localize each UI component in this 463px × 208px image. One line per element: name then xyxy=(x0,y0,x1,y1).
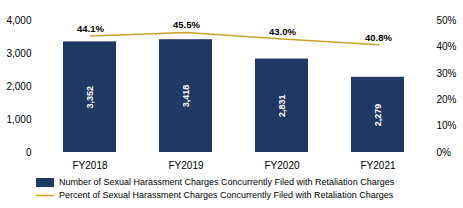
svg-text:2,000: 2,000 xyxy=(6,81,31,92)
html-text:Percent of Sexual Harassment C: Percent of Sexual Harassment Charges Con… xyxy=(59,190,394,200)
svg-text:3,000: 3,000 xyxy=(6,48,31,59)
html-text:Number of Sexual Harassment Ch: Number of Sexual Harassment Charges Conc… xyxy=(59,177,395,187)
svg-text:2,831: 2,831 xyxy=(277,95,287,118)
svg-text:1,000: 1,000 xyxy=(6,114,31,125)
svg-text:FY2019: FY2019 xyxy=(168,160,203,171)
svg-text:4,000: 4,000 xyxy=(6,15,31,26)
svg-text:20%: 20% xyxy=(437,94,457,105)
svg-text:50%: 50% xyxy=(437,15,457,26)
svg-text:FY2018: FY2018 xyxy=(72,160,107,171)
svg-text:43.0%: 43.0% xyxy=(269,26,296,37)
svg-text:FY2021: FY2021 xyxy=(360,160,395,171)
svg-text:45.5%: 45.5% xyxy=(173,19,200,30)
svg-text:40%: 40% xyxy=(437,41,457,52)
svg-text:3,352: 3,352 xyxy=(85,86,95,109)
svg-text:FY2020: FY2020 xyxy=(264,160,299,171)
svg-text:0: 0 xyxy=(26,147,32,158)
svg-text:30%: 30% xyxy=(437,68,457,79)
svg-text:40.8%: 40.8% xyxy=(365,32,392,43)
svg-text:44.1%: 44.1% xyxy=(77,23,104,34)
svg-text:10%: 10% xyxy=(437,120,457,131)
svg-text:2,279: 2,279 xyxy=(373,104,383,127)
svg-text:0%: 0% xyxy=(437,147,452,158)
svg-text:3,418: 3,418 xyxy=(181,85,191,108)
